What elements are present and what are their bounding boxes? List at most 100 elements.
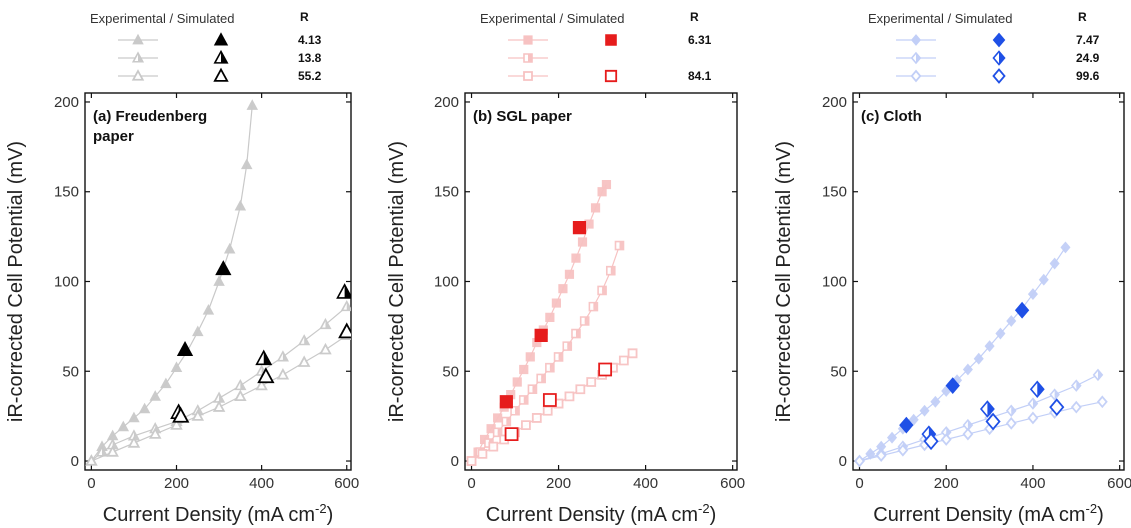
experimental-point xyxy=(149,390,161,401)
experimental-point-shape xyxy=(246,99,259,110)
experimental-point-shape xyxy=(940,433,952,446)
experimental-point xyxy=(1096,395,1108,409)
simulated-point-2-half xyxy=(263,351,271,365)
experimental-point xyxy=(618,355,629,366)
experimental-point xyxy=(1005,416,1017,430)
experimental-point-shape xyxy=(886,431,898,444)
experimental-point-half xyxy=(575,329,580,338)
x-axis-title: Current Density (mA cm-2) xyxy=(486,501,717,526)
experimental-point-half xyxy=(506,417,511,426)
experimental-point-shape xyxy=(558,284,568,294)
experimental-point-half xyxy=(1054,389,1059,400)
simulated-point-3-shape xyxy=(985,412,1001,431)
legend-exp-marker-half xyxy=(528,54,532,62)
experimental-point xyxy=(558,284,568,294)
experimental-point-half xyxy=(1097,369,1103,380)
simulated-point-3-shape xyxy=(923,432,939,451)
experimental-point-shape xyxy=(590,203,601,213)
experimental-point-shape xyxy=(919,404,930,417)
panel-title-line2: paper xyxy=(93,128,134,145)
experimental-point xyxy=(160,377,172,389)
experimental-point xyxy=(1038,273,1049,286)
legend-header-r: R xyxy=(1078,10,1087,24)
legend-exp-marker-half xyxy=(916,53,921,63)
experimental-point-half xyxy=(584,316,589,325)
experimental-point-shape xyxy=(984,340,995,353)
experimental-point-half xyxy=(541,374,546,383)
experimental-point xyxy=(575,384,586,395)
experimental-point xyxy=(255,378,268,391)
experimental-point xyxy=(886,431,898,444)
experimental-point-shape xyxy=(521,420,531,431)
legend-sim-marker-shape xyxy=(992,32,1006,48)
legend-sim-marker xyxy=(992,68,1006,84)
experimental-point-shape xyxy=(138,402,151,414)
experimental-point-shape xyxy=(962,363,973,376)
experimental-point-shape xyxy=(564,391,575,402)
experimental-point xyxy=(170,361,183,373)
experimental-point-half xyxy=(558,352,563,361)
legend-exp-marker-shape xyxy=(910,34,922,46)
experimental-point-shape xyxy=(117,420,130,432)
experimental-point xyxy=(466,456,477,466)
experimental-point-shape xyxy=(466,456,477,466)
simulated-point-1 xyxy=(572,221,587,235)
simulated-point-2-half xyxy=(1037,381,1044,397)
legend-sim-marker-shape xyxy=(992,68,1006,84)
simulated-point-2 xyxy=(255,349,273,366)
experimental-point xyxy=(551,298,561,308)
experimental-point-half xyxy=(346,301,351,311)
experimental-point xyxy=(984,340,995,353)
plot-area xyxy=(466,179,638,466)
legend-sim-marker xyxy=(213,32,229,46)
y-tick-label: 150 xyxy=(54,184,79,201)
y-tick-label: 0 xyxy=(451,453,459,470)
simulated-point-3 xyxy=(257,367,275,384)
experimental-point-half xyxy=(240,380,246,390)
legend-r-value: 99.6 xyxy=(1076,69,1100,83)
y-tick-label: 50 xyxy=(442,363,459,380)
experimental-point-shape xyxy=(488,441,499,452)
simulated-point-3 xyxy=(1049,398,1065,417)
experimental-point-shape xyxy=(1060,241,1071,254)
x-tick-label: 200 xyxy=(546,475,571,492)
experimental-point xyxy=(1049,257,1060,270)
experimental-point xyxy=(192,325,204,337)
legend: Experimental / Simulated R 4.13 13.8 55.2 xyxy=(90,10,322,83)
experimental-point xyxy=(501,416,512,427)
experimental-point-shape xyxy=(531,413,542,423)
experimental-point-half xyxy=(1032,398,1038,409)
experimental-point xyxy=(930,395,941,408)
experimental-point xyxy=(564,269,575,279)
experimental-point xyxy=(571,253,581,263)
experimental-point-half xyxy=(967,420,973,431)
experimental-point-shape xyxy=(319,342,332,355)
experimental-point-shape xyxy=(525,352,535,362)
experimental-point-half xyxy=(282,351,288,361)
legend-sim-marker-shape xyxy=(213,32,229,46)
simulated-point-3-shape xyxy=(172,406,190,423)
experimental-point-shape xyxy=(106,445,119,457)
experimental-point xyxy=(531,413,542,423)
experimental-point-half xyxy=(619,241,624,250)
legend-title: Experimental / Simulated xyxy=(480,11,625,26)
experimental-point xyxy=(85,454,98,466)
experimental-point xyxy=(525,352,535,362)
experimental-point-shape xyxy=(584,219,594,229)
simulated-point-1 xyxy=(945,377,960,395)
experimental-point-shape xyxy=(170,418,183,430)
legend-r-value: 6.31 xyxy=(688,33,712,47)
experimental-point xyxy=(614,240,625,251)
experimental-point-half xyxy=(549,363,554,372)
y-tick-label: 200 xyxy=(434,94,459,111)
experimental-point-half xyxy=(602,286,607,295)
experimental-point-shape xyxy=(127,436,141,448)
experimental-point-shape xyxy=(223,242,236,254)
simulated-point-2-half xyxy=(987,401,994,417)
experimental-point-shape xyxy=(627,348,638,359)
experimental-point-shape xyxy=(148,427,162,439)
legend-exp-marker xyxy=(523,53,533,63)
panel-title: (b) SGL paper xyxy=(473,108,572,125)
experimental-point-shape xyxy=(128,411,140,423)
